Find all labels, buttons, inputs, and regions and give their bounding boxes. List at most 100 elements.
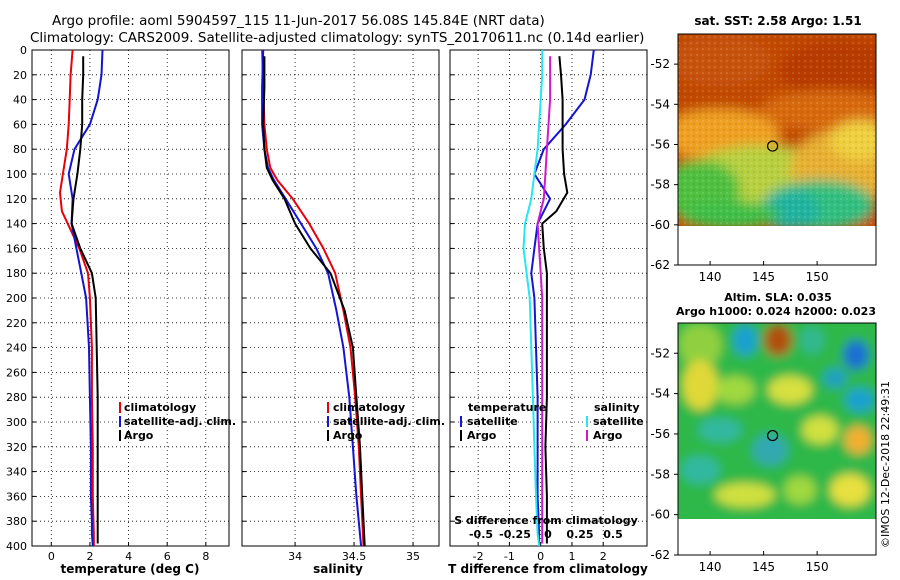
series-line — [70, 56, 99, 544]
x-tick-label: 6 — [164, 550, 171, 563]
legend-label-temp-satellite: satellite — [467, 415, 518, 428]
y-tick-label: -60 — [650, 508, 670, 522]
sst-map-nodata — [678, 226, 876, 265]
y-tick-label: -56 — [650, 137, 670, 151]
legend-swatch-sal-argo — [586, 430, 588, 441]
x-tick-label: 145 — [752, 270, 775, 284]
legend-swatch-sal-satellite — [586, 416, 588, 427]
legend-label-argo: Argo — [124, 429, 154, 442]
x-tick-label: 2 — [600, 550, 607, 563]
y-tick-label: 200 — [6, 292, 27, 305]
secondary-tick-label: 0.25 — [566, 528, 593, 541]
series-line — [536, 56, 552, 544]
x-tick-label: 1 — [568, 550, 575, 563]
series-line — [541, 56, 569, 544]
sst-map-image — [678, 34, 876, 226]
argo-position-marker — [767, 429, 779, 442]
x-tick-label: 0 — [537, 550, 544, 563]
y-tick-label: 120 — [6, 193, 27, 206]
series-line — [262, 56, 366, 547]
legend-label-satellite: satellite-adj. clim. — [124, 415, 236, 428]
y-tick-label: 240 — [6, 342, 27, 355]
secondary-axis-label: S difference from climatology — [454, 514, 638, 527]
difference-legend: temperature satellite Argo salinity sate… — [460, 401, 644, 442]
temperature-x-ticklabels: 0 2 4 6 8 — [48, 550, 210, 563]
y-tick-label: 300 — [6, 416, 27, 429]
y-tick-label: 60 — [13, 118, 27, 131]
secondary-tick-label: -0.5 — [469, 528, 493, 541]
secondary-tick-label: 0.5 — [603, 528, 623, 541]
y-tick-label: 0 — [20, 44, 27, 57]
argo-position-marker — [767, 140, 779, 152]
y-tick-label: 100 — [6, 168, 27, 181]
y-tick-label: -62 — [650, 258, 670, 272]
x-tick-label: 150 — [806, 270, 829, 284]
sst-map-frame — [677, 33, 877, 266]
temperature-legend: climatology satellite-adj. clim. Argo — [119, 401, 236, 442]
temperature-series — [59, 49, 104, 547]
secondary-tick-label: -0.25 — [499, 528, 531, 541]
sla-map-image — [678, 323, 876, 519]
secondary-tick-label: 0 — [544, 528, 552, 541]
sla-map-frame — [677, 322, 877, 556]
legend-label-argo: Argo — [333, 429, 363, 442]
y-tick-label: 380 — [6, 515, 27, 528]
difference-series — [522, 49, 595, 547]
y-tick-label: 360 — [6, 490, 27, 503]
legend-label-climatology: climatology — [333, 401, 405, 414]
x-tick-label: 35 — [406, 550, 420, 563]
salinity-xlabel: salinity — [313, 562, 363, 576]
temperature-xlabel: temperature (deg C) — [61, 562, 200, 576]
legend-group-title-temperature: temperature — [468, 401, 546, 414]
y-tick-label: 80 — [13, 143, 27, 156]
sst-map-ticks: 140 145 150 -52 -54 -56 -58 -60 -62 — [650, 57, 828, 284]
sla-map-panel: Altim. SLA: 0.035 Argo h1000: 0.024 h200… — [650, 291, 877, 574]
salinity-x-ticklabels: 34 34.5 35 — [288, 550, 420, 563]
y-tick-label: 160 — [6, 242, 27, 255]
y-tick-label: -58 — [650, 178, 670, 192]
sst-map-panel: sat. SST: 2.58 Argo: 1.51 140 145 150-52-5 — [650, 14, 877, 284]
y-tick-label: -62 — [650, 548, 670, 562]
salinity-panel: 34 34.5 35 salinity climatology satellite-… — [241, 49, 445, 576]
header-line-2: Climatology: CARS2009. Satellite-adjuste… — [30, 30, 644, 46]
y-tick-label: -54 — [650, 97, 670, 111]
difference-grid — [450, 49, 647, 547]
temperature-y-ticklabels: 0 20 40 60 80 100 120 140 160 180 200 220 240 260 280 3… — [6, 44, 27, 553]
temperature-panel: 0204060801001201401601802002202402602803… — [6, 44, 236, 576]
temperature-grid — [32, 49, 229, 547]
y-tick-label: -54 — [650, 387, 670, 401]
sla-map-subtitle: Argo h1000: 0.024 h2000: 0.023 — [676, 305, 876, 318]
x-tick-label: 140 — [699, 270, 722, 284]
y-tick-label: 400 — [6, 540, 27, 553]
y-tick-label: -56 — [650, 427, 670, 441]
salinity-series — [261, 49, 366, 547]
y-tick-label: 320 — [6, 441, 27, 454]
y-tick-label: 40 — [13, 94, 27, 107]
y-tick-label: -52 — [650, 346, 670, 360]
temperature-axes-box — [31, 49, 230, 547]
legend-label-sal-satellite: satellite — [593, 415, 644, 428]
x-tick-label: -2 — [473, 550, 484, 563]
difference-panel: -2 -1 0 1 2 T difference from climatology S … — [448, 49, 648, 576]
y-tick-label: 220 — [6, 317, 27, 330]
difference-secondary-axis: S difference from climatology -0.5 -0.25… — [454, 514, 638, 541]
series-line — [522, 50, 544, 547]
y-tick-label: 140 — [6, 218, 27, 231]
imos-credit: ©IMOS 12-Dec-2018 22:49:31 — [879, 381, 892, 548]
salinity-grid — [242, 49, 439, 547]
difference-x-ticklabels: -2 -1 0 1 2 — [473, 550, 607, 563]
sla-map-ticks: 140 145 150 -52 -54 -56 -58 -60 -62 — [650, 346, 828, 574]
series-line — [530, 49, 595, 546]
y-tick-label: -52 — [650, 57, 670, 71]
salinity-legend: climatology satellite-adj. clim. Argo — [327, 401, 445, 442]
y-tick-label: 260 — [6, 366, 27, 379]
legend-label-satellite: satellite-adj. clim. — [333, 415, 445, 428]
x-tick-label: 0 — [48, 550, 55, 563]
legend-swatch-argo — [327, 430, 329, 441]
legend-label-temp-argo: Argo — [467, 429, 497, 442]
legend-swatch-satellite — [327, 416, 329, 427]
legend-label-sal-argo: Argo — [593, 429, 623, 442]
y-tick-label: 340 — [6, 466, 27, 479]
legend-label-climatology: climatology — [124, 401, 196, 414]
